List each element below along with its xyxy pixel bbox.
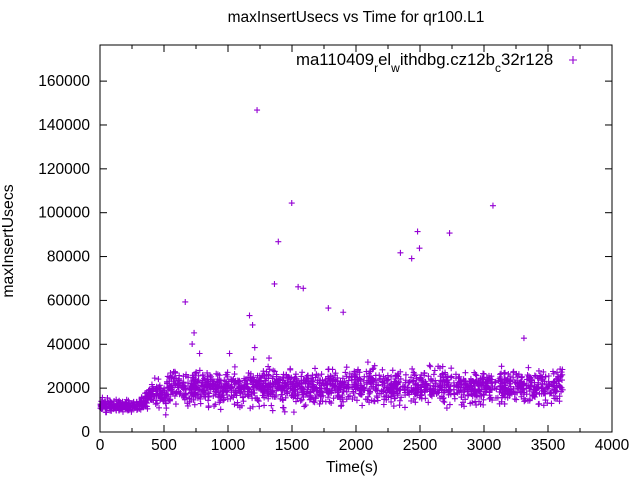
svg-text:40000: 40000 <box>47 336 90 353</box>
svg-text:1000: 1000 <box>211 437 246 454</box>
svg-text:2500: 2500 <box>403 437 438 454</box>
svg-text:60000: 60000 <box>47 292 90 309</box>
svg-text:0: 0 <box>96 437 105 454</box>
svg-text:120000: 120000 <box>38 161 90 178</box>
svg-text:20000: 20000 <box>47 380 90 397</box>
svg-text:1500: 1500 <box>275 437 310 454</box>
svg-text:maxInsertUsecs: maxInsertUsecs <box>0 184 17 297</box>
svg-text:maxInsertUsecs vs Time for qr1: maxInsertUsecs vs Time for qr100.L1 <box>228 9 485 26</box>
svg-text:2000: 2000 <box>339 437 374 454</box>
svg-text:160000: 160000 <box>38 73 90 90</box>
svg-text:80000: 80000 <box>47 249 90 266</box>
svg-text:4000: 4000 <box>595 437 630 454</box>
svg-text:Time(s): Time(s) <box>326 459 378 476</box>
svg-text:3000: 3000 <box>467 437 502 454</box>
svg-text:100000: 100000 <box>38 205 90 222</box>
svg-text:0: 0 <box>81 424 90 441</box>
svg-text:500: 500 <box>151 437 177 454</box>
svg-text:140000: 140000 <box>38 117 90 134</box>
svg-text:3500: 3500 <box>531 437 566 454</box>
